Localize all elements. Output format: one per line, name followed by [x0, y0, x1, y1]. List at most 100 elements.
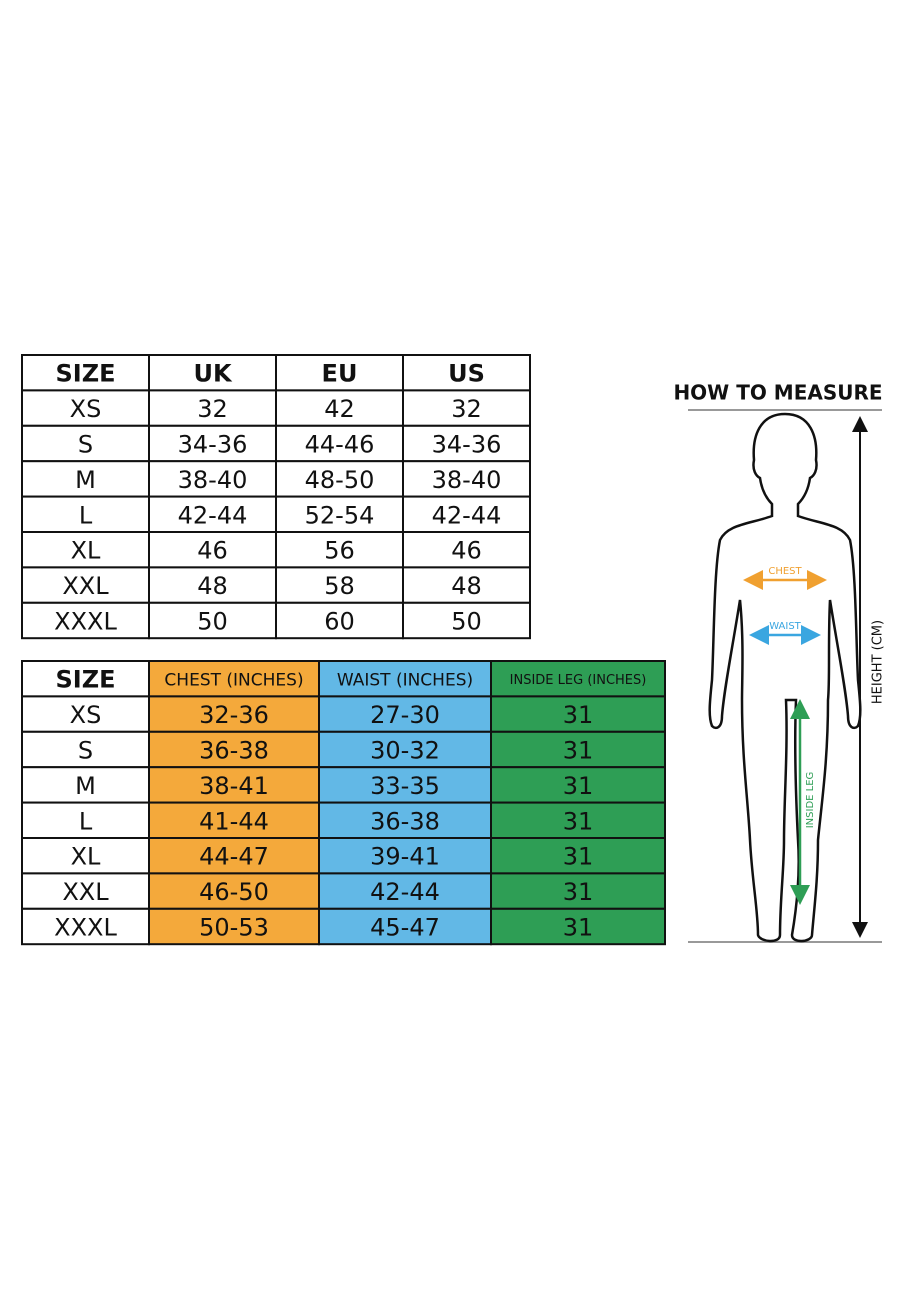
data-cell: 31: [563, 807, 594, 835]
table-cell: [402, 389, 531, 427]
table-cell: [148, 766, 320, 804]
table-cell: [148, 837, 320, 875]
header-cell: EU: [322, 360, 358, 388]
header-cell: UK: [193, 360, 232, 388]
data-cell: 30-32: [370, 737, 440, 765]
table-cell: [21, 907, 150, 946]
data-cell: 46: [451, 537, 482, 565]
data-cell: S: [78, 431, 93, 459]
data-cell: L: [79, 807, 93, 835]
data-cell: 44-46: [305, 431, 375, 459]
header-cell: INSIDE LEG (INCHES): [510, 673, 647, 688]
table-cell: [402, 354, 531, 392]
chest-label: CHEST: [768, 566, 802, 577]
data-cell: 42-44: [432, 501, 502, 529]
table-cell: [318, 872, 492, 910]
table-cell: [148, 460, 277, 498]
data-cell: 60: [324, 608, 355, 636]
measure-diagram: HOW TO MEASURE HEIGHT (CM) CHEST WAIST I…: [673, 381, 886, 943]
data-cell: 50-53: [199, 914, 269, 942]
data-cell: 44-47: [199, 843, 269, 871]
header-cell: SIZE: [55, 666, 115, 694]
table-cell: [275, 566, 404, 604]
table-cell: [490, 907, 666, 946]
table-cell: [148, 730, 320, 769]
data-cell: M: [75, 772, 96, 800]
data-cell: 42-44: [178, 501, 248, 529]
data-cell: 32: [451, 395, 482, 423]
data-cell: XXXL: [54, 608, 117, 636]
data-cell: 45-47: [370, 914, 440, 942]
table-cell: [148, 389, 277, 427]
table-cell: [21, 837, 150, 875]
data-cell: 27-30: [370, 701, 440, 729]
data-cell: 48: [451, 572, 482, 600]
table-cell: [318, 766, 492, 804]
waist-label: WAIST: [769, 621, 801, 632]
data-cell: XS: [70, 395, 102, 423]
table-cell: [275, 601, 404, 640]
data-cell: 58: [324, 572, 355, 600]
table-cell: [402, 495, 531, 534]
header-cell: SIZE: [55, 360, 115, 388]
table-cell: [21, 354, 150, 392]
table-cell: [21, 601, 150, 640]
table-cell: [21, 495, 150, 534]
data-cell: 34-36: [432, 431, 502, 459]
table-cell: [148, 801, 320, 839]
table-cell: [490, 660, 666, 698]
table-cell: [21, 695, 150, 733]
table-cell: [148, 424, 277, 463]
table-cell: [402, 460, 531, 498]
data-cell: 34-36: [178, 431, 248, 459]
table-cell: [275, 531, 404, 569]
data-cell: XXXL: [54, 914, 117, 942]
data-cell: 46: [197, 537, 228, 565]
data-cell: 36-38: [370, 807, 440, 835]
body-outline: [708, 412, 862, 943]
data-cell: 46-50: [199, 878, 269, 906]
data-cell: 48: [197, 572, 228, 600]
data-cell: XL: [71, 843, 101, 871]
data-cell: 38-40: [432, 466, 502, 494]
table-cell: [490, 766, 666, 804]
tables: SIZE UK EU US XS 32 42 32 S 34-36 44-46 34-36 M 38-40…: [21, 354, 666, 946]
data-cell: M: [75, 466, 96, 494]
data-cell: 31: [563, 914, 594, 942]
data-cell: 42: [324, 395, 355, 423]
data-cell: L: [79, 501, 93, 529]
data-cell: 48-50: [305, 466, 375, 494]
data-cell: 38-40: [178, 466, 248, 494]
table-cell: [318, 801, 492, 839]
data-cell: 33-35: [370, 772, 440, 800]
data-cell: 31: [563, 878, 594, 906]
data-cell: 36-38: [199, 737, 269, 765]
data-cell: XXL: [62, 572, 109, 600]
data-cell: XL: [71, 537, 101, 565]
data-cell: 41-44: [199, 807, 269, 835]
data-cell: 31: [563, 737, 594, 765]
data-cell: 50: [197, 608, 228, 636]
data-cell: XS: [70, 701, 102, 729]
table-cell: [318, 837, 492, 875]
data-cell: 32: [197, 395, 228, 423]
height-label: HEIGHT (CM): [871, 620, 886, 704]
data-cell: 42-44: [370, 878, 440, 906]
header-cell: CHEST (INCHES): [164, 671, 303, 691]
table-cell: [402, 531, 531, 569]
table-cell: [21, 766, 150, 804]
diagram-title: HOW TO MEASURE: [673, 381, 882, 405]
table-cell: [402, 601, 531, 640]
inside-leg-label: INSIDE LEG: [805, 772, 816, 829]
data-cell: 56: [324, 537, 355, 565]
data-cell: 52-54: [305, 501, 375, 529]
data-cell: XXL: [62, 878, 109, 906]
table-cell: [490, 837, 666, 875]
data-cell: 39-41: [370, 843, 440, 871]
header-cell: WAIST (INCHES): [337, 671, 473, 691]
data-cell: 32-36: [199, 701, 269, 729]
table-cell: [275, 495, 404, 534]
table-cell: [21, 531, 150, 569]
